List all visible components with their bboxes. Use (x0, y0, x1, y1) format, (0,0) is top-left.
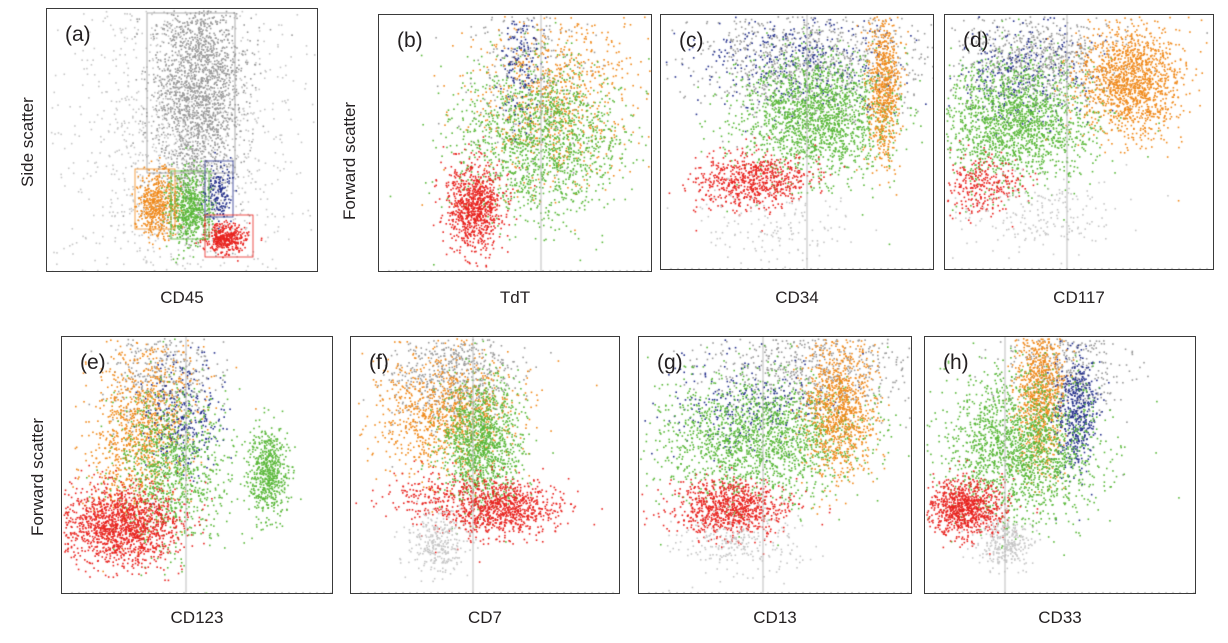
scatter-plot-d (945, 15, 1213, 269)
scatter-plot-e (62, 337, 332, 593)
y-axis-label: Forward scatter (28, 417, 47, 536)
x-axis-label: TdT (499, 288, 531, 307)
panel-f-cd7: (f) (350, 336, 620, 594)
panel-label: (a) (65, 23, 91, 46)
panel-label: (h) (943, 351, 969, 374)
panel-d-cd117: (d) (944, 14, 1214, 270)
panel-label: (e) (80, 351, 106, 374)
x-axis-label: CD45 (160, 288, 204, 307)
x-axis-label: CD33 (1038, 608, 1082, 627)
scatter-plot-b (379, 15, 651, 271)
scatter-plot-g (639, 337, 911, 593)
panel-c-cd34: (c) (660, 14, 934, 270)
panel-h-cd33: (h) (924, 336, 1196, 594)
x-axis-label: CD123 (170, 608, 224, 627)
x-axis-label: CD13 (753, 608, 797, 627)
x-axis-label: CD117 (1053, 288, 1105, 307)
panel-b-tdt: (b) (378, 14, 652, 272)
panel-a-cd45-vs-side-scatter: (a) (46, 8, 318, 272)
panel-e-cd123: (e) (61, 336, 333, 594)
y-axis-label: Forward scatter (340, 101, 359, 220)
scatter-plot-a (47, 9, 317, 271)
y-axis-label: Side scatter (18, 97, 37, 187)
panel-g-cd13: (g) (638, 336, 912, 594)
scatter-plot-h (925, 337, 1195, 593)
panel-label: (g) (657, 351, 683, 374)
panel-label: (b) (397, 29, 423, 52)
x-axis-label: CD7 (467, 608, 502, 627)
panel-label: (c) (679, 29, 704, 52)
scatter-plot-f (351, 337, 619, 593)
x-axis-label: CD34 (775, 288, 819, 307)
panel-label: (d) (963, 29, 989, 52)
panel-label: (f) (369, 351, 389, 374)
scatter-plot-c (661, 15, 933, 269)
